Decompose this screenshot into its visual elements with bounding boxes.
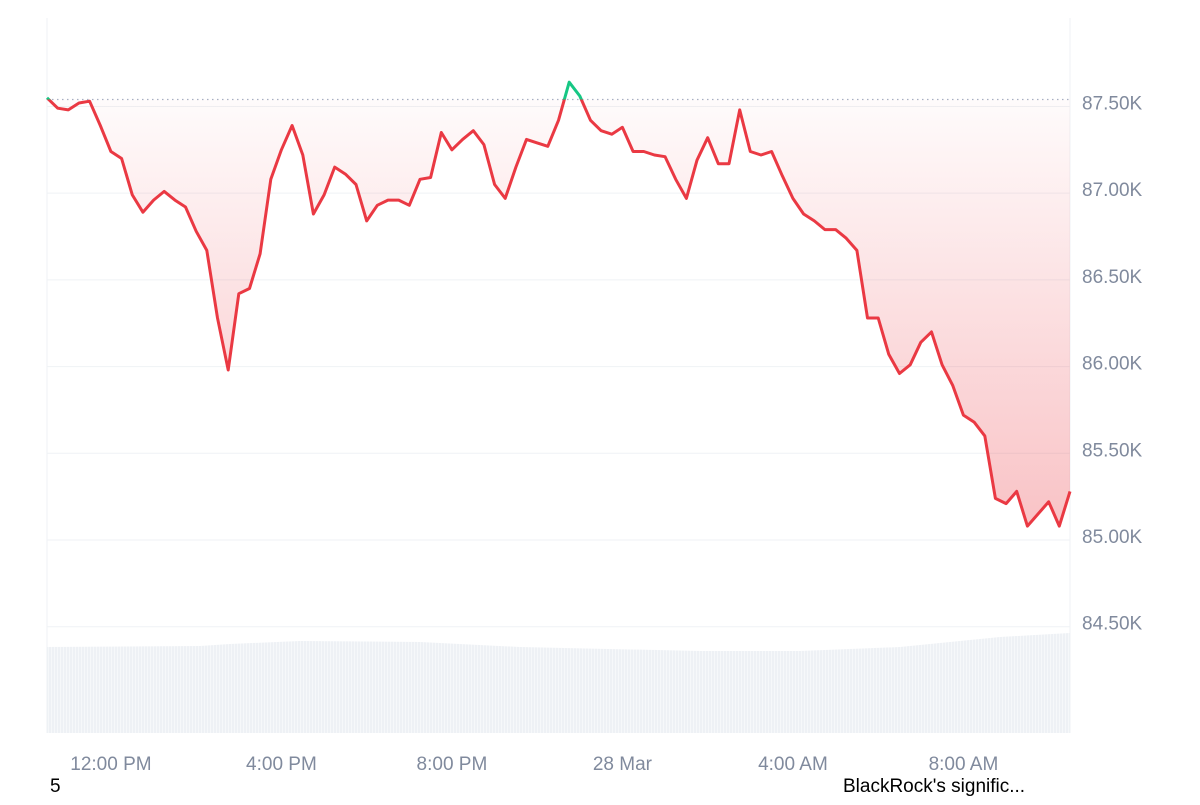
x-tick-label: 8:00 PM xyxy=(417,754,488,775)
footer-left: 5 xyxy=(50,776,61,797)
y-tick-label: 84.50K xyxy=(1082,614,1143,635)
x-tick-label: 8:00 AM xyxy=(929,754,999,775)
x-tick-label: 28 Mar xyxy=(593,754,653,775)
y-tick-label: 86.00K xyxy=(1082,354,1143,375)
volume-area xyxy=(47,633,1070,733)
y-tick-label: 86.50K xyxy=(1082,267,1143,288)
x-tick-label: 4:00 PM xyxy=(246,754,317,775)
footer-right: BlackRock's signific... xyxy=(843,776,1025,797)
y-tick-label: 85.00K xyxy=(1082,527,1143,548)
y-tick-label: 87.00K xyxy=(1082,180,1143,201)
y-tick-label: 85.50K xyxy=(1082,440,1143,461)
area xyxy=(48,99,1070,527)
x-tick-label: 4:00 AM xyxy=(758,754,828,775)
y-tick-label: 87.50K xyxy=(1082,93,1143,114)
price-line xyxy=(45,80,1072,528)
x-tick-label: 12:00 PM xyxy=(70,754,151,775)
